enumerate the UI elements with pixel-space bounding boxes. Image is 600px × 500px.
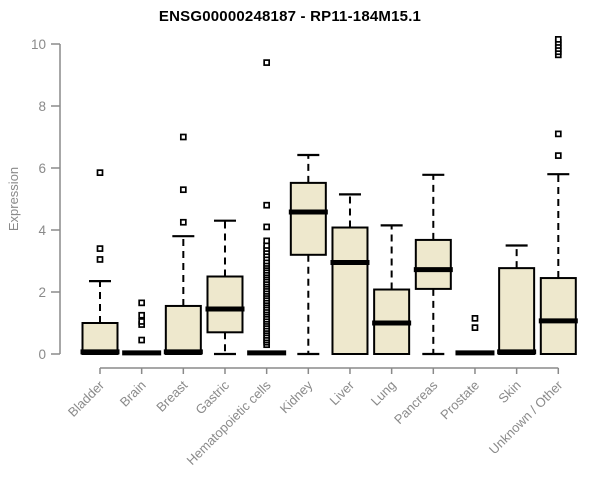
box-pancreas [414,238,452,290]
box-gastric [206,275,244,334]
y-tick-label: 6 [38,161,46,176]
outlier-point [471,315,479,322]
y-tick-label: 8 [38,99,46,114]
outlier-point [263,237,271,245]
y-axis-title: Expression [6,166,21,232]
x-tick-label: Breast [153,377,190,414]
y-tick-label: 2 [38,285,46,300]
outlier-point [554,130,562,138]
y-tick-label: 0 [38,347,46,362]
y-tick-label: 4 [38,223,46,238]
x-tick-label: Skin [495,378,523,406]
x-tick-label: Lung [368,378,399,409]
box-unknown-other [539,277,577,355]
x-tick-label: Gastric [192,377,232,417]
outlier-point [554,35,562,43]
outlier-point [96,169,104,176]
outlier-point [179,218,187,226]
outlier-point [138,311,146,319]
outlier-point [138,299,146,307]
outlier-point [263,201,271,209]
outlier-point [96,256,104,263]
box-liver [331,226,369,356]
x-tick-label: Bladder [65,377,108,420]
outlier-point [138,336,146,344]
outlier-point [471,324,479,331]
outlier-point [96,245,104,252]
outlier-point [554,152,562,159]
box-kidney [289,181,327,256]
x-tick-label: Liver [327,377,358,408]
box-breast [164,304,202,356]
box-skin [498,267,536,356]
outlier-point [263,223,271,231]
outlier-point [263,59,271,66]
x-tick-label: Unknown / Other [486,377,566,457]
y-tick-label: 10 [31,37,46,52]
x-tick-label: Pancreas [391,377,441,427]
outlier-point [179,133,187,141]
outlier-point [179,186,187,194]
chart-title: ENSG00000248187 - RP11-184M15.1 [158,8,422,25]
x-tick-label: Prostate [437,378,482,423]
x-tick-label: Kidney [277,377,316,416]
box-bladder [81,322,119,355]
x-tick-label: Brain [117,378,149,410]
outlier-point [138,318,146,325]
